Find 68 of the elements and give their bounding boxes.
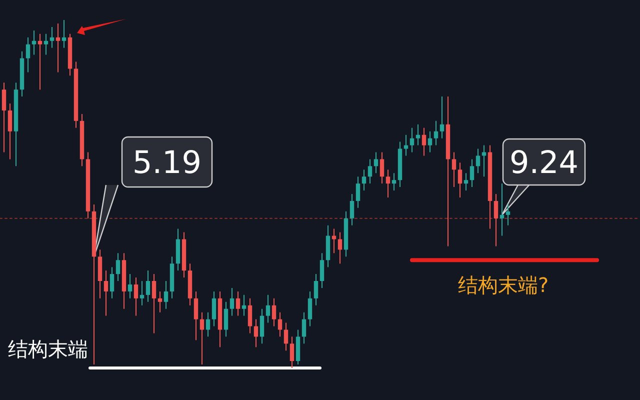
candlestick (374, 152, 378, 174)
candlestick (386, 169, 390, 198)
candlestick (470, 158, 474, 188)
candlestick (476, 148, 480, 174)
candlestick (284, 322, 288, 352)
candlestick (314, 274, 318, 306)
candlestick (32, 30, 36, 56)
candlestick (62, 20, 66, 48)
candlestick (134, 277, 138, 316)
candlestick (458, 162, 462, 198)
candlestick (500, 183, 504, 236)
candlestick (482, 144, 486, 178)
candlestick (302, 312, 306, 344)
candlestick (146, 270, 150, 302)
candlestick (128, 274, 132, 299)
candlestick (440, 96, 444, 139)
candlestick (236, 290, 240, 316)
candlestick (452, 152, 456, 188)
candlestick (206, 312, 210, 338)
candlestick (428, 130, 432, 153)
candlestick (56, 22, 60, 73)
candlestick (152, 274, 156, 334)
candlestick (212, 290, 216, 327)
candlestick (362, 169, 366, 192)
candlestick (434, 120, 438, 146)
candlestick (410, 127, 414, 153)
candlestick (338, 232, 342, 264)
candlestick (416, 124, 420, 146)
ref-line-label: 结构末端? (458, 273, 549, 297)
candlestick (194, 290, 198, 341)
candlestick (38, 33, 42, 90)
candlestick (278, 312, 282, 338)
candlestick (230, 287, 234, 316)
candlestick (380, 152, 384, 184)
candlestick (2, 82, 6, 153)
candlestick (506, 204, 510, 226)
candlestick (272, 298, 276, 327)
candlestick (320, 252, 324, 288)
ref-line-label: 结构末端 (8, 337, 88, 361)
candlestick (200, 312, 204, 366)
candlestick (224, 301, 228, 338)
candlestick (494, 194, 498, 247)
annotation: 9.24 (509, 145, 579, 181)
annotation: 5.19 (132, 145, 202, 181)
candlestick (260, 308, 264, 344)
candlestick (266, 294, 270, 324)
candlestick (44, 33, 48, 56)
candlestick (242, 294, 246, 316)
candlestick (404, 134, 408, 156)
candlestick (254, 318, 258, 348)
candlestick (104, 270, 108, 316)
candlestick (158, 290, 162, 313)
candlestick (368, 158, 372, 184)
candlestick (290, 336, 294, 368)
candlestick (350, 194, 354, 226)
candlestick (8, 103, 12, 160)
candlestick (26, 36, 30, 73)
candlestick (422, 127, 426, 156)
candlestick (308, 290, 312, 327)
candlestick (392, 172, 396, 192)
candlestick (164, 280, 168, 310)
candlestick (50, 26, 54, 48)
candlestick (116, 252, 120, 282)
candlestick (356, 176, 360, 208)
candlestick (248, 298, 252, 334)
candlestick (110, 266, 114, 299)
candlestick (140, 280, 144, 306)
candlestick (464, 172, 468, 192)
